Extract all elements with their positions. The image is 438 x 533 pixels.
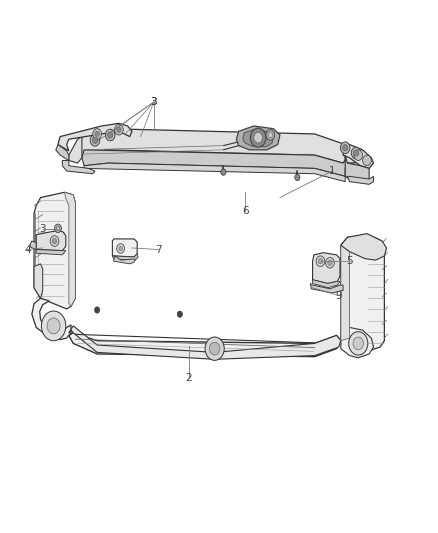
Polygon shape: [345, 160, 363, 179]
Polygon shape: [32, 298, 71, 340]
Circle shape: [351, 147, 361, 159]
Polygon shape: [69, 333, 341, 357]
Circle shape: [177, 311, 183, 317]
Circle shape: [316, 256, 325, 266]
Circle shape: [108, 132, 113, 138]
Polygon shape: [64, 192, 75, 306]
Text: 6: 6: [242, 206, 248, 216]
Circle shape: [117, 127, 121, 132]
Circle shape: [42, 311, 66, 341]
Polygon shape: [313, 253, 340, 284]
Polygon shape: [69, 326, 341, 359]
Circle shape: [353, 150, 359, 156]
Polygon shape: [341, 237, 350, 341]
Text: 5: 5: [346, 256, 353, 266]
Circle shape: [354, 150, 363, 160]
Polygon shape: [36, 249, 66, 255]
Polygon shape: [345, 155, 369, 182]
Text: 2: 2: [185, 373, 192, 383]
Circle shape: [205, 337, 224, 360]
Text: 7: 7: [155, 245, 161, 255]
Polygon shape: [58, 123, 132, 151]
Circle shape: [363, 155, 371, 166]
Circle shape: [349, 332, 368, 355]
Polygon shape: [62, 160, 95, 174]
Circle shape: [209, 342, 220, 355]
Circle shape: [340, 142, 350, 154]
Circle shape: [90, 134, 100, 146]
Circle shape: [268, 132, 272, 138]
Circle shape: [52, 238, 57, 244]
Polygon shape: [36, 230, 66, 251]
Circle shape: [95, 307, 100, 313]
Circle shape: [47, 318, 60, 334]
Circle shape: [117, 244, 124, 253]
Polygon shape: [30, 241, 36, 249]
Polygon shape: [34, 264, 43, 298]
Circle shape: [266, 130, 275, 140]
Text: 1: 1: [329, 166, 336, 176]
Circle shape: [54, 224, 61, 232]
Circle shape: [328, 260, 332, 265]
Polygon shape: [114, 256, 135, 264]
Circle shape: [353, 337, 364, 350]
Circle shape: [93, 128, 102, 139]
Circle shape: [115, 124, 123, 135]
Circle shape: [318, 259, 322, 264]
Polygon shape: [313, 280, 340, 288]
Circle shape: [343, 144, 348, 151]
Polygon shape: [56, 144, 69, 160]
Polygon shape: [113, 254, 138, 260]
Circle shape: [221, 169, 226, 175]
Text: 3: 3: [150, 97, 157, 107]
Circle shape: [56, 226, 60, 230]
Polygon shape: [343, 144, 374, 168]
Polygon shape: [341, 235, 385, 351]
Polygon shape: [345, 150, 363, 163]
Text: 9: 9: [336, 290, 342, 301]
Circle shape: [325, 257, 334, 268]
Polygon shape: [78, 128, 350, 163]
Circle shape: [295, 174, 300, 181]
Polygon shape: [243, 130, 273, 147]
Polygon shape: [84, 163, 345, 182]
Circle shape: [254, 132, 262, 143]
Circle shape: [251, 128, 266, 147]
Polygon shape: [347, 176, 374, 184]
Polygon shape: [341, 233, 387, 260]
Circle shape: [106, 129, 115, 141]
Circle shape: [92, 137, 98, 143]
Polygon shape: [341, 327, 374, 358]
Circle shape: [50, 236, 59, 246]
Polygon shape: [34, 192, 75, 309]
Text: 4: 4: [24, 245, 31, 255]
Circle shape: [119, 246, 122, 251]
Polygon shape: [311, 284, 343, 293]
Text: 3: 3: [39, 224, 46, 235]
Polygon shape: [113, 239, 137, 257]
Polygon shape: [237, 126, 280, 150]
Text: 3: 3: [150, 97, 157, 107]
Circle shape: [95, 131, 99, 136]
Polygon shape: [69, 136, 82, 163]
Polygon shape: [82, 150, 350, 176]
